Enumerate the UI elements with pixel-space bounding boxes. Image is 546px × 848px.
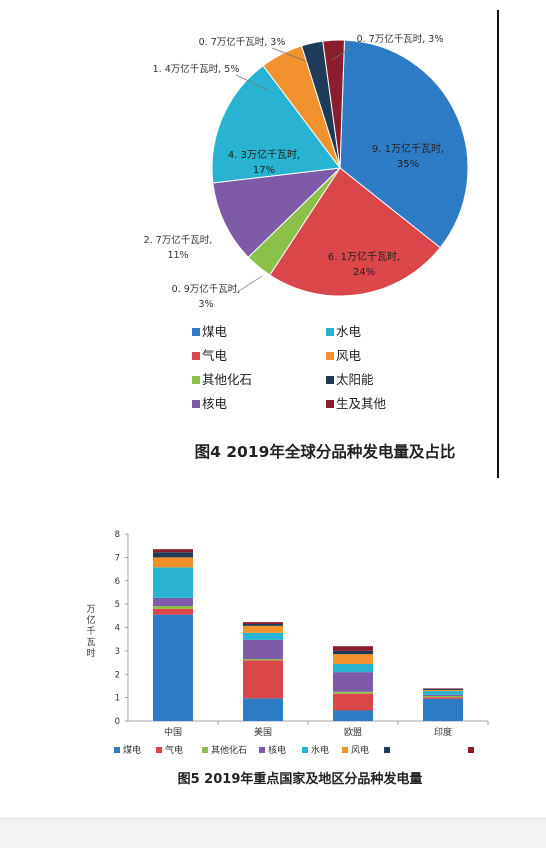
pie-legend-swatch-wind bbox=[326, 352, 334, 360]
pie-legend-swatch-solar bbox=[326, 376, 334, 384]
bar-segment-solar bbox=[423, 689, 463, 690]
pie-legend-swatch-hydro bbox=[326, 328, 334, 336]
bar-segment-coal bbox=[423, 699, 463, 721]
figure5-title: 图5 2019年重点国家及地区分品种发电量 bbox=[178, 771, 423, 787]
bottom-toolbar bbox=[0, 818, 546, 848]
bar-segment-nuclear bbox=[423, 695, 463, 696]
bar-legend-swatch-hydro bbox=[302, 747, 308, 753]
bar-legend-label-wind: 风电 bbox=[351, 744, 369, 756]
y-tick-label: 0 bbox=[115, 717, 120, 727]
bar-legend-swatch-coal bbox=[114, 747, 120, 753]
pie-legend-label-nuclear: 核电 bbox=[202, 396, 228, 411]
bar-legend-swatch-gas bbox=[156, 747, 162, 753]
y-tick-label: 4 bbox=[115, 624, 120, 634]
bar-segment-coal bbox=[333, 710, 373, 721]
bar-legend-label-nuclear: 核电 bbox=[268, 744, 286, 756]
pie-legend-swatch-bio bbox=[326, 400, 334, 408]
y-tick-label: 5 bbox=[115, 600, 120, 610]
pie-label-value-solar: 0. 7万亿千瓦时, 3% bbox=[199, 36, 286, 48]
pie-legend-swatch-coal bbox=[192, 328, 200, 336]
bar-segment-other_fossil bbox=[333, 692, 373, 694]
bar-segment-bio bbox=[333, 646, 373, 651]
pie-legend-label-wind: 风电 bbox=[336, 348, 362, 363]
pie-label-percent-coal: 35% bbox=[397, 159, 419, 170]
bar-segment-nuclear bbox=[243, 640, 283, 659]
bar-legend-label-other_fossil: 其他化石 bbox=[211, 744, 247, 756]
bar-segment-other_fossil bbox=[423, 696, 463, 697]
bar-legend-swatch-other_fossil bbox=[202, 747, 208, 753]
y-axis-label-char: 千 bbox=[86, 626, 95, 637]
bar-segment-solar bbox=[333, 651, 373, 654]
bar-segment-gas bbox=[153, 609, 193, 615]
figure4-title: 图4 2019年全球分品种发电量及占比 bbox=[195, 442, 456, 461]
bar-legend-swatch-solar bbox=[384, 747, 390, 753]
bar-segment-hydro bbox=[423, 691, 463, 695]
pie-legend-label-other_fossil: 其他化石 bbox=[202, 372, 252, 387]
pie-label-value-bio: 0. 7万亿千瓦时, 3% bbox=[357, 33, 444, 45]
y-tick-label: 3 bbox=[115, 647, 120, 657]
bar-segment-hydro bbox=[153, 567, 193, 597]
pie-label-percent-gas: 24% bbox=[353, 267, 375, 278]
y-tick-label: 8 bbox=[115, 530, 120, 540]
y-tick-label: 2 bbox=[115, 670, 120, 680]
bar-segment-wind bbox=[423, 690, 463, 691]
bar-segment-other_fossil bbox=[153, 606, 193, 609]
y-axis-label-char: 时 bbox=[86, 647, 95, 659]
bar-segment-wind bbox=[153, 557, 193, 567]
bar-legend-label-hydro: 水电 bbox=[311, 744, 329, 756]
pie-legend-label-hydro: 水电 bbox=[336, 324, 362, 339]
bar-segment-wind bbox=[333, 654, 373, 664]
pie-chart: 9. 1万亿千瓦时, 35% 6. 1万亿千瓦时, 24% 0. 9万亿千瓦时, 3% 2.… bbox=[0, 0, 546, 480]
bar-legend-label-coal: 煤电 bbox=[123, 744, 141, 756]
bar-segment-coal bbox=[153, 615, 193, 721]
pie-label-value-wind: 1. 4万亿千瓦时, 5% bbox=[153, 63, 240, 75]
pie-legend-label-solar: 太阳能 bbox=[336, 372, 374, 387]
pie-legend-swatch-nuclear bbox=[192, 400, 200, 408]
bar-segment-gas bbox=[333, 694, 373, 711]
y-tick-label: 7 bbox=[115, 553, 120, 563]
pie-label-value-other_fossil: 0. 9万亿千瓦时, bbox=[172, 283, 241, 295]
bar-segment-wind bbox=[243, 626, 283, 633]
bar-segment-other_fossil bbox=[243, 659, 283, 660]
x-category-label: 欧盟 bbox=[344, 726, 362, 738]
bar-segment-coal bbox=[243, 698, 283, 721]
bar-segment-bio bbox=[153, 549, 193, 552]
pie-label-percent-other_fossil: 3% bbox=[198, 299, 213, 310]
bar-legend-label-gas: 气电 bbox=[165, 744, 183, 756]
bar-segment-hydro bbox=[333, 664, 373, 672]
pie-label-percent-nuclear: 11% bbox=[167, 250, 188, 261]
pie-legend-label-coal: 煤电 bbox=[202, 324, 228, 339]
bar-segment-nuclear bbox=[333, 672, 373, 692]
pie-legend-label-gas: 气电 bbox=[202, 348, 228, 363]
bar-legend-swatch-bio bbox=[468, 747, 474, 753]
bar-segment-hydro bbox=[243, 633, 283, 640]
bar-segment-solar bbox=[153, 552, 193, 557]
y-tick-label: 1 bbox=[115, 694, 120, 704]
bar-segment-solar bbox=[243, 624, 283, 626]
bar-segment-gas bbox=[243, 660, 283, 698]
pie-label-value-gas: 6. 1万亿千瓦时, bbox=[328, 250, 400, 263]
y-axis-label-char: 亿 bbox=[86, 614, 95, 626]
x-category-label: 印度 bbox=[434, 726, 452, 738]
pie-legend-swatch-gas bbox=[192, 352, 200, 360]
bar-segment-nuclear bbox=[153, 598, 193, 606]
pie-legend-swatch-other_fossil bbox=[192, 376, 200, 384]
bar-segment-bio bbox=[243, 622, 283, 624]
y-axis-label-char: 瓦 bbox=[86, 637, 95, 648]
x-category-label: 美国 bbox=[254, 726, 272, 738]
x-category-label: 中国 bbox=[164, 726, 182, 738]
bar-segment-gas bbox=[423, 697, 463, 699]
pie-label-value-nuclear: 2. 7万亿千瓦时, bbox=[144, 234, 213, 246]
pie-label-percent-hydro: 17% bbox=[253, 165, 275, 176]
y-tick-label: 6 bbox=[115, 577, 120, 587]
pie-legend-label-bio: 生及其他 bbox=[336, 396, 387, 411]
bar-legend-swatch-nuclear bbox=[259, 747, 265, 753]
pie-label-value-coal: 9. 1万亿千瓦时, bbox=[372, 142, 444, 155]
y-axis-label-char: 万 bbox=[86, 605, 95, 615]
bar-legend-swatch-wind bbox=[342, 747, 348, 753]
pie-label-value-hydro: 4. 3万亿千瓦时, bbox=[228, 148, 300, 161]
